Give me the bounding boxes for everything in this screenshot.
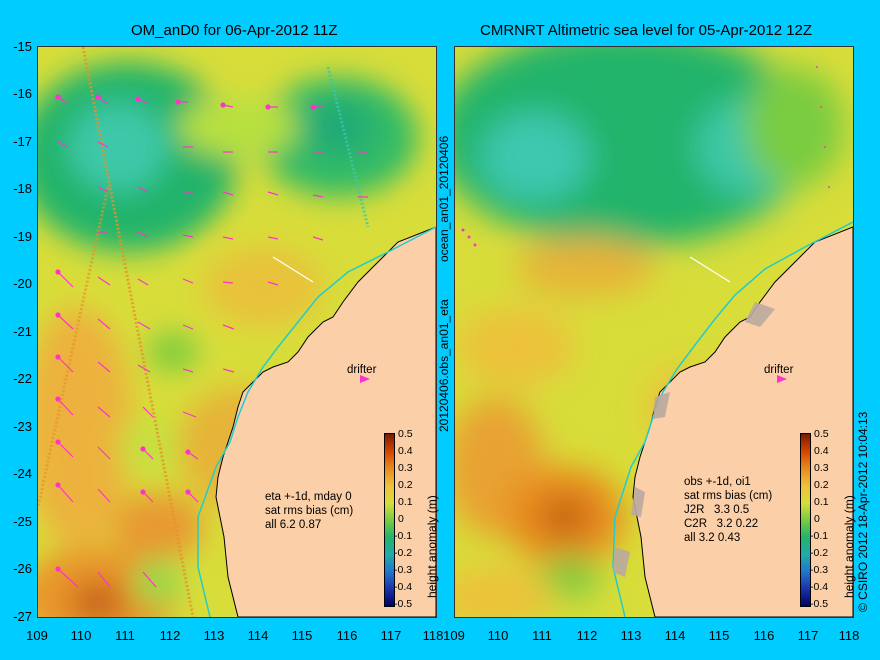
right-map-panel [454,46,854,618]
left-current-vectors [55,94,368,588]
right-map-annotation: obs +-1d, oi1 sat rms bias (cm) J2R 3.3 … [684,476,773,544]
right-anomaly-field [455,47,845,617]
left-coastal-current-line [197,226,436,617]
right-colorbar-label: height anomaly (m) [842,495,856,598]
left-satellite-track [326,66,370,228]
side-label-bottom: 20120406.obs_an01_eta [437,299,451,432]
right-transect-line [689,256,731,283]
right-drifter-label: drifter [764,364,794,376]
left-map-title: OM_anD0 for 06-Apr-2012 11Z [131,22,338,39]
right-colorbar [800,433,811,607]
left-drifter-label: drifter [347,364,377,376]
right-shelf-shading [613,302,775,577]
left-land-mass [215,226,436,617]
right-map-title: CMRNRT Altimetric sea level for 05-Apr-2… [480,22,813,39]
left-map-panel [37,46,437,618]
left-satellite-track [81,47,195,617]
left-map-plot [38,47,436,617]
right-coastal-current-line [612,221,853,617]
drifter-arrow-icon [360,375,370,383]
left-colorbar [384,433,395,607]
left-colorbar-label: height anomaly (m) [425,495,439,598]
right-map-plot [455,47,853,617]
left-map-annotation: eta +-1d, mday 0 sat rms bias (cm) all 6… [265,491,354,531]
drifter-arrow-icon [777,375,787,383]
right-track-points [461,66,830,247]
side-label-top: ocean_an01_20120406 [437,135,451,262]
left-satellite-track [38,186,110,508]
credit-label: © CSIRO 2012 18-Apr-2012 10:04:13 [856,411,870,612]
left-transect-line [272,256,314,283]
